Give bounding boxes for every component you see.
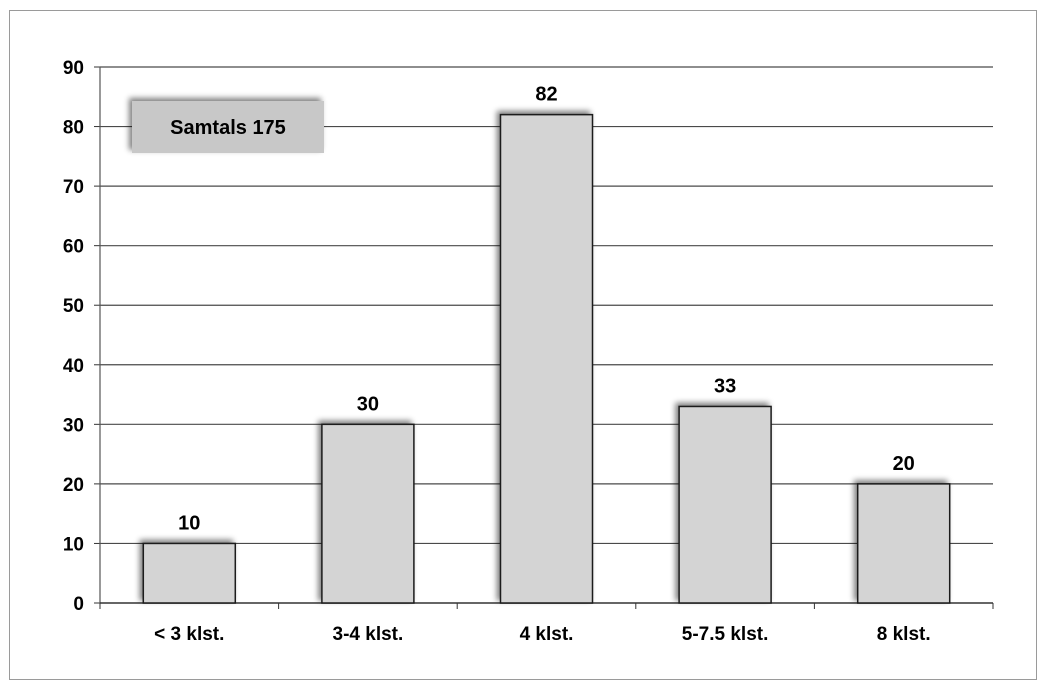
y-tick-label: 80	[63, 118, 84, 139]
data-label: 30	[357, 393, 379, 415]
y-tick-label: 90	[63, 58, 84, 79]
data-label: 20	[893, 453, 915, 475]
total-annotation: Samtals 175	[132, 101, 324, 153]
x-tick-label: 5-7.5 klst.	[682, 624, 769, 645]
data-label: 82	[535, 84, 557, 106]
y-tick-label: 60	[63, 237, 84, 258]
y-tick-label: 0	[73, 594, 84, 615]
x-tick-label: 3-4 klst.	[333, 624, 404, 645]
y-tick-label: 70	[63, 177, 84, 198]
bars	[142, 113, 951, 604]
data-labels: 10 30 82 33 20	[178, 84, 915, 535]
y-tick-label: 10	[63, 534, 84, 555]
bar	[856, 483, 951, 604]
y-axis-tick-labels: 0 10 20 30 40 50 60 70 80 90	[63, 58, 84, 615]
y-tick-label: 30	[63, 415, 84, 436]
annotation-box	[132, 101, 324, 153]
x-tick-label: 4 klst.	[520, 624, 574, 645]
annotation-text: Samtals 175	[170, 117, 286, 139]
bar	[678, 405, 772, 604]
data-label: 33	[714, 375, 736, 397]
data-label: 10	[178, 512, 200, 534]
x-tick-label: < 3 klst.	[154, 624, 224, 645]
bar	[142, 542, 237, 604]
y-tick-label: 50	[63, 296, 84, 317]
x-axis-tick-labels: < 3 klst. 3-4 klst. 4 klst. 5-7.5 klst. 8 kl…	[154, 624, 930, 645]
bar	[499, 113, 594, 604]
y-tick-label: 40	[63, 356, 84, 377]
y-tick-label: 20	[63, 475, 84, 496]
bar	[321, 423, 415, 604]
x-tick-label: 8 klst.	[877, 624, 931, 645]
